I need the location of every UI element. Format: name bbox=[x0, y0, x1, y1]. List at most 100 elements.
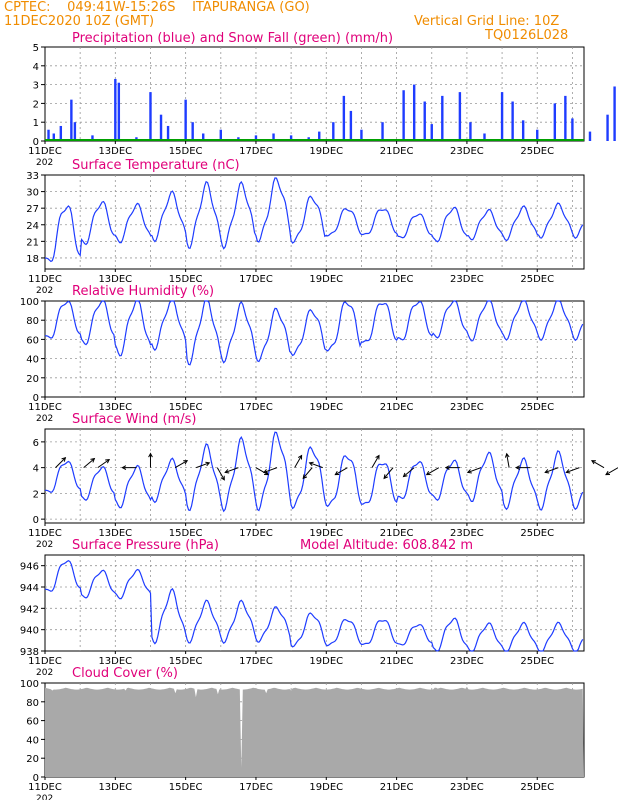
y-tick-label: 0 bbox=[33, 137, 39, 148]
x-tick-label: 13DEC bbox=[98, 146, 132, 157]
wind-arrow-head bbox=[605, 470, 611, 476]
y-tick-label: 4 bbox=[33, 464, 39, 475]
grid-note: Vertical Grid Line: 10Z bbox=[414, 14, 560, 29]
wind-arrow-head bbox=[466, 469, 472, 474]
wind-arrow-head bbox=[383, 474, 388, 480]
wind-arrow-head bbox=[444, 465, 450, 470]
y-tick-label: 6 bbox=[33, 438, 39, 449]
source-label: CPTEC: bbox=[4, 0, 51, 15]
series-line bbox=[44, 431, 584, 513]
x-tick-label: 23DEC bbox=[450, 274, 484, 285]
x-tick-label: 17DEC bbox=[239, 402, 273, 413]
wind-arrow-head bbox=[205, 461, 211, 467]
wind-arrow-head bbox=[334, 470, 340, 476]
wind-arrow-head bbox=[402, 472, 408, 478]
x-tick-label: 11DEC bbox=[28, 656, 62, 667]
panel-title: Surface Temperature (nC) bbox=[72, 158, 240, 173]
x-tick-label: 25DEC bbox=[520, 528, 554, 539]
year-stub: 202 bbox=[36, 668, 53, 678]
precip-bar bbox=[70, 99, 73, 141]
x-tick-label: 13DEC bbox=[98, 402, 132, 413]
x-tick-label: 23DEC bbox=[450, 402, 484, 413]
wind-arrow bbox=[605, 467, 618, 476]
wind-arrow bbox=[566, 467, 580, 473]
wind-arrow bbox=[371, 455, 380, 468]
plot-frame bbox=[44, 428, 585, 524]
y-tick-label: 946 bbox=[20, 562, 39, 573]
y-tick-label: 938 bbox=[20, 647, 39, 658]
y-tick-label: 5 bbox=[33, 43, 39, 54]
precip-bar bbox=[483, 133, 486, 141]
year-stub: 202 bbox=[36, 794, 53, 800]
x-tick-label: 19DEC bbox=[309, 402, 343, 413]
header-source: CPTEC: 049:41W-15:26S ITAPURANGA (GO) bbox=[4, 1, 310, 15]
y-tick-label: 2 bbox=[33, 489, 39, 500]
y-tick-label: 20 bbox=[26, 374, 39, 385]
precip-bar bbox=[59, 125, 63, 141]
wind-arrow bbox=[294, 455, 303, 468]
series-line bbox=[44, 560, 584, 652]
x-tick-label: 11DEC bbox=[28, 274, 62, 285]
precip-bar bbox=[613, 86, 616, 141]
coordinates: 049:41W-15:26S bbox=[67, 0, 176, 15]
x-tick-label: 11DEC bbox=[28, 146, 62, 157]
wind-arrow-head bbox=[308, 461, 314, 467]
y-tick-label: 0 bbox=[33, 393, 39, 404]
precip-bar bbox=[458, 92, 462, 141]
precip-bar bbox=[332, 122, 335, 141]
precip-bar bbox=[402, 90, 405, 141]
x-tick-label: 17DEC bbox=[239, 782, 273, 793]
x-tick-label: 25DEC bbox=[520, 656, 554, 667]
wind-arrow bbox=[174, 460, 188, 469]
y-tick-label: 33 bbox=[26, 171, 39, 182]
y-tick-label: 40 bbox=[26, 735, 39, 746]
wind-arrow-head bbox=[297, 454, 303, 460]
y-tick-label: 20 bbox=[26, 754, 39, 765]
wind-arrow-head bbox=[590, 460, 596, 465]
precip-bar bbox=[91, 135, 94, 141]
x-tick-label: 23DEC bbox=[450, 656, 484, 667]
panel-5: Cloud Cover (%) 0 20 40 60 80 100 11DEC 13DEC 15D… bbox=[20, 666, 585, 800]
wind-arrow bbox=[255, 467, 269, 476]
series-line bbox=[44, 177, 584, 263]
year-stub: 202 bbox=[36, 414, 53, 424]
x-tick-label: 19DEC bbox=[309, 528, 343, 539]
x-tick-label: 15DEC bbox=[169, 782, 203, 793]
wind-arrow-head bbox=[183, 460, 189, 465]
x-tick-label: 15DEC bbox=[169, 146, 203, 157]
precip-bar bbox=[430, 124, 433, 141]
x-tick-label: 21DEC bbox=[380, 402, 414, 413]
wind-arrow-head bbox=[224, 469, 230, 474]
model-altitude: Model Altitude: 608.842 m bbox=[300, 538, 473, 553]
x-tick-label: 25DEC bbox=[520, 402, 554, 413]
precip-bar bbox=[47, 129, 50, 141]
y-tick-label: 2 bbox=[33, 99, 39, 110]
precip-bar bbox=[219, 129, 222, 141]
precip-bar bbox=[500, 92, 504, 141]
y-tick-label: 30 bbox=[26, 188, 39, 199]
wind-arrow bbox=[591, 460, 605, 469]
x-tick-label: 21DEC bbox=[380, 656, 414, 667]
wind-arrow bbox=[335, 467, 348, 476]
precip-bar bbox=[349, 110, 353, 141]
wind-arrow bbox=[83, 458, 95, 469]
wind-arrow-head bbox=[148, 452, 153, 458]
x-tick-label: 23DEC bbox=[450, 528, 484, 539]
precip-bar bbox=[149, 92, 152, 141]
model-id: TQ0126L028 bbox=[485, 28, 569, 43]
precip-bar bbox=[191, 122, 194, 141]
series-line bbox=[44, 300, 584, 366]
wind-arrow bbox=[216, 467, 225, 481]
panel-4: Surface Pressure (hPa) Model Altitude: 60… bbox=[20, 538, 585, 678]
plot-frame bbox=[44, 174, 585, 270]
y-tick-label: 942 bbox=[20, 604, 39, 615]
x-tick-label: 13DEC bbox=[98, 782, 132, 793]
precip-bar bbox=[412, 84, 416, 141]
x-tick-label: 21DEC bbox=[380, 782, 414, 793]
wind-arrow-head bbox=[90, 457, 96, 463]
precip-bar bbox=[254, 135, 258, 141]
precip-bar bbox=[73, 122, 77, 141]
precip-bar bbox=[571, 118, 574, 141]
y-tick-label: 1 bbox=[33, 118, 39, 129]
